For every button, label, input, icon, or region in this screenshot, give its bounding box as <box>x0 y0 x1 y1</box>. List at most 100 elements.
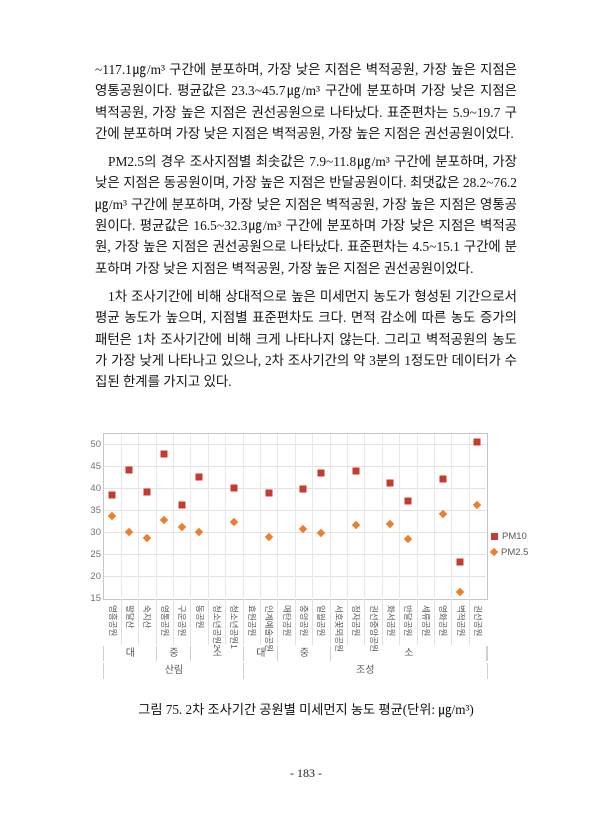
x-gridline <box>468 434 470 598</box>
x-gridline <box>294 434 296 598</box>
x-label-separator <box>242 599 244 645</box>
x-axis-label: 영화공원 <box>438 605 449 637</box>
paragraph-pm25: PM2.5의 경우 조사지점별 최솟값은 7.9~11.8㎍/m³ 구간에 분포… <box>95 154 517 276</box>
x-label-separator <box>138 599 140 645</box>
x-gridline <box>190 434 192 598</box>
x-axis-label: 정자공원 <box>351 605 362 637</box>
x-gridline <box>451 434 453 598</box>
body-text: ~117.1㎍/m³ 구간에 분포하며, 가장 낮은 지점은 벽적공원, 가장 … <box>95 59 517 392</box>
x-axis-label: 일월공원 <box>316 605 327 637</box>
x-gridline <box>259 434 261 598</box>
x-gridline <box>138 434 140 598</box>
x-label-separator <box>120 599 122 645</box>
x-label-separator <box>225 599 227 645</box>
y-axis-tick-label: 20 <box>90 571 101 582</box>
x-axis-label: 권선중앙공원 <box>368 605 379 652</box>
size-group-label: 중 <box>155 646 192 661</box>
x-axis-label: 숙지산 <box>142 605 153 629</box>
x-axis-label: 세류공원 <box>420 605 431 637</box>
chart-legend: PM10 PM2.5 <box>489 528 529 560</box>
x-label-separator <box>207 599 209 645</box>
y-axis-tick-label: 30 <box>90 527 101 538</box>
x-label-separator <box>364 599 366 645</box>
x-label-separator <box>172 599 174 645</box>
x-axis-label: 반달공원 <box>403 605 414 637</box>
x-gridline <box>312 434 314 598</box>
square-legend-icon <box>491 532 498 540</box>
x-gridline <box>346 434 348 598</box>
x-gridline <box>277 434 279 598</box>
x-axis-label: 효원공원 <box>246 605 257 637</box>
pm10-marker <box>108 491 116 499</box>
y-axis-tick-label: 50 <box>90 439 101 450</box>
x-axis-label: 벽적공원 <box>455 605 466 637</box>
type-group-label: 산림 <box>103 663 243 679</box>
figure-caption: 그림 75. 2차 조사기간 공원별 미세먼지 농도 평균(단위: ㎍/m³) <box>138 702 474 717</box>
x-axis-label: 권선공원 <box>472 605 483 637</box>
pm10-marker <box>125 466 133 474</box>
x-gridline <box>172 434 174 598</box>
legend-label: PM10 <box>502 530 527 542</box>
x-axis-label: 영통공원 <box>159 605 170 637</box>
pm10-marker <box>317 469 325 477</box>
x-axis-label: 영흥공원 <box>107 605 118 637</box>
x-label-separator <box>259 599 261 645</box>
pm10-marker <box>473 438 481 446</box>
size-band-right-edge <box>486 646 489 661</box>
x-gridline <box>155 434 157 598</box>
type-group-label: 조성 <box>242 663 489 679</box>
pm10-marker <box>352 467 360 475</box>
size-group-label: 대 <box>103 646 156 661</box>
legend-label: PM2.5 <box>501 546 529 558</box>
pm10-marker <box>265 489 273 497</box>
x-gridline <box>120 434 122 598</box>
x-axis-label: 중앙공원 <box>298 605 309 637</box>
pm10-marker <box>195 473 203 481</box>
x-gridline <box>433 434 435 598</box>
legend-item-pm25: PM2.5 <box>489 544 529 560</box>
diamond-legend-icon <box>489 547 499 557</box>
x-label-separator <box>416 599 418 645</box>
x-axis-label: 화서공원 <box>385 605 396 637</box>
x-gridline <box>242 434 244 598</box>
x-label-separator <box>433 599 435 645</box>
pm10-marker <box>386 479 394 487</box>
x-axis-label: 팔달산 <box>124 605 135 629</box>
size-group-label: 중 <box>277 646 330 661</box>
x-gridline <box>364 434 366 598</box>
x-label-separator <box>381 599 383 645</box>
x-gridline <box>399 434 401 598</box>
pm-concentration-chart: 15 20 25 30 35 40 45 50 영흥공원 팔달산 숙지산 영통공원 구운공원 동공원 청소년… <box>85 428 535 696</box>
x-gridline <box>416 434 418 598</box>
y-axis-tick-label: 15 <box>90 593 101 604</box>
legend-item-pm10: PM10 <box>491 528 528 544</box>
x-axis-label: 청소년공원1 <box>229 605 240 649</box>
size-group-label: 소 <box>329 646 488 661</box>
x-label-separator <box>346 599 348 645</box>
x-axis-label: 구운공원 <box>177 605 188 637</box>
x-gridline <box>329 434 331 598</box>
x-label-separator <box>399 599 401 645</box>
pm10-marker <box>143 488 151 496</box>
pm10-marker <box>178 501 186 509</box>
pm10-marker <box>404 497 412 505</box>
x-axis-label: 매탄공원 <box>281 605 292 637</box>
x-label-separator <box>312 599 314 645</box>
y-axis-tick-label: 45 <box>90 461 101 472</box>
pm10-marker <box>230 484 238 492</box>
paragraph-discussion: 1차 조사기간에 비해 상대적으로 높은 미세먼지 농도가 형성된 기간으로서 … <box>95 288 517 390</box>
x-axis-label: 인계예술공원 <box>264 605 275 652</box>
pm10-marker <box>456 558 464 566</box>
size-group-label: 소 <box>190 646 243 661</box>
y-axis-tick-label: 25 <box>90 549 101 560</box>
page-number: - 183 - <box>290 766 322 780</box>
x-label-separator <box>329 599 331 645</box>
x-label-separator <box>294 599 296 645</box>
x-axis-label: 서호꽃뫼공원 <box>333 605 344 652</box>
size-group-label: 대 <box>242 646 279 661</box>
y-axis-tick-label: 40 <box>90 483 101 494</box>
x-label-separator <box>451 599 453 645</box>
x-label-separator <box>155 599 157 645</box>
x-label-separator <box>277 599 279 645</box>
